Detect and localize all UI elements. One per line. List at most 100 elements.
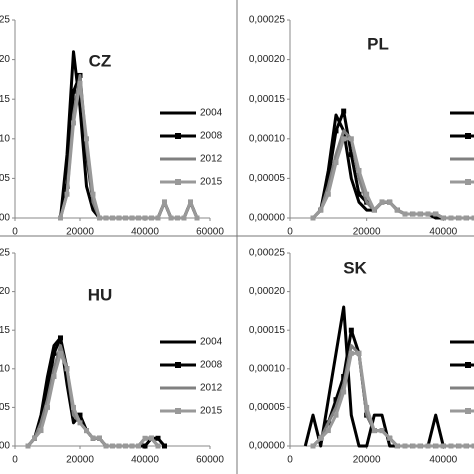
series-marker	[77, 412, 83, 418]
series-marker	[333, 412, 339, 418]
y-tick-label: 0,00000	[249, 213, 286, 224]
series-marker	[387, 435, 393, 441]
series-marker	[168, 215, 174, 221]
series-marker	[310, 443, 316, 449]
legend-marker	[465, 408, 471, 414]
series-marker	[84, 136, 89, 142]
series-marker	[325, 175, 331, 181]
x-tick-label: 20000	[66, 227, 94, 238]
y-tick-label: 0,00005	[249, 402, 286, 413]
x-tick-label: 60000	[196, 455, 224, 466]
y-tick-label: 0,00000	[249, 441, 286, 452]
x-tick-label: 40000	[429, 227, 457, 238]
y-tick-label: 0,00000	[0, 213, 10, 224]
series-marker	[71, 120, 76, 126]
series-marker	[341, 108, 347, 114]
series-marker	[456, 215, 462, 221]
series-marker	[318, 207, 324, 213]
series-marker	[394, 443, 400, 449]
series-marker	[433, 211, 439, 217]
series-marker	[155, 215, 161, 221]
series-marker	[341, 389, 347, 395]
x-tick-label: 40000	[131, 227, 159, 238]
legend-label: 2012	[200, 154, 223, 165]
series-marker	[58, 350, 63, 356]
panel-title: HU	[88, 285, 113, 304]
x-tick-label: 40000	[429, 455, 457, 466]
series-marker	[333, 128, 339, 134]
series-marker	[356, 350, 362, 356]
series-marker	[356, 167, 362, 173]
series-marker	[194, 215, 200, 221]
x-tick-label: 20000	[353, 227, 381, 238]
panel: 0,00000 0,00005 0,00010 0,00015 0,00020 0,000…	[0, 248, 224, 466]
legend-label: 2015	[200, 406, 223, 417]
series-marker	[433, 443, 439, 449]
series-marker	[364, 191, 370, 197]
series-marker	[84, 428, 89, 434]
legend-label: 2004	[200, 337, 223, 348]
legend-marker	[465, 133, 471, 139]
series-marker	[51, 350, 57, 356]
panel-title: PL	[367, 34, 389, 53]
panel: 0,00000 0,00005 0,00010 0,00015 0,00020 0,000…	[249, 248, 474, 466]
series-marker	[116, 215, 122, 221]
series-marker	[77, 80, 83, 86]
series-marker	[417, 443, 423, 449]
y-tick-label: 0,00005	[0, 402, 10, 413]
series-marker	[402, 443, 408, 449]
series-marker	[64, 366, 70, 372]
series-marker	[341, 136, 347, 142]
series-marker	[45, 389, 50, 395]
x-tick-label: 20000	[66, 455, 94, 466]
series-marker	[162, 199, 167, 205]
legend-label: 2008	[200, 131, 223, 142]
series-marker	[333, 160, 339, 166]
y-tick-label: 0,00010	[0, 363, 10, 374]
series-marker	[129, 443, 135, 449]
y-tick-label: 0,00005	[0, 173, 10, 184]
series-marker	[348, 327, 354, 333]
series-marker	[162, 443, 167, 449]
series-marker	[425, 211, 431, 217]
series-marker	[71, 88, 76, 94]
y-tick-label: 0,00025	[0, 248, 10, 259]
series-marker	[440, 443, 446, 449]
x-tick-label: 20000	[353, 455, 381, 466]
y-tick-label: 0,00010	[0, 133, 10, 144]
series-marker	[149, 435, 154, 441]
series-marker	[155, 443, 161, 449]
x-tick-label: 0	[12, 455, 18, 466]
series-marker	[417, 211, 423, 217]
y-tick-label: 0,00015	[249, 94, 286, 105]
legend-label: 2012	[200, 383, 223, 394]
series-marker	[90, 435, 96, 441]
series-marker	[45, 404, 50, 410]
y-tick-label: 0,00025	[249, 15, 286, 26]
series-marker	[64, 191, 70, 197]
series-marker	[456, 443, 462, 449]
series-marker	[348, 136, 354, 142]
panel-title: SK	[343, 258, 367, 277]
series-marker	[110, 215, 115, 221]
series-marker	[341, 374, 347, 380]
y-tick-label: 0,00015	[0, 94, 10, 105]
series-marker	[110, 443, 115, 449]
legend-marker	[175, 179, 181, 185]
series-marker	[402, 211, 408, 217]
series-marker	[410, 443, 416, 449]
series-line	[59, 81, 199, 220]
legend-marker	[465, 179, 471, 185]
y-tick-label: 0,00015	[0, 325, 10, 336]
series-marker	[175, 215, 180, 221]
series-marker	[32, 435, 37, 441]
series-marker	[471, 443, 474, 449]
series-marker	[25, 443, 31, 449]
series-marker	[103, 443, 109, 449]
series-marker	[58, 335, 63, 341]
series-marker	[149, 215, 154, 221]
y-tick-label: 0,00005	[249, 173, 286, 184]
panel: 0,00000 0,00005 0,00010 0,00015 0,00020 0,000…	[0, 15, 224, 238]
series-marker	[116, 443, 122, 449]
legend-marker	[175, 408, 181, 414]
